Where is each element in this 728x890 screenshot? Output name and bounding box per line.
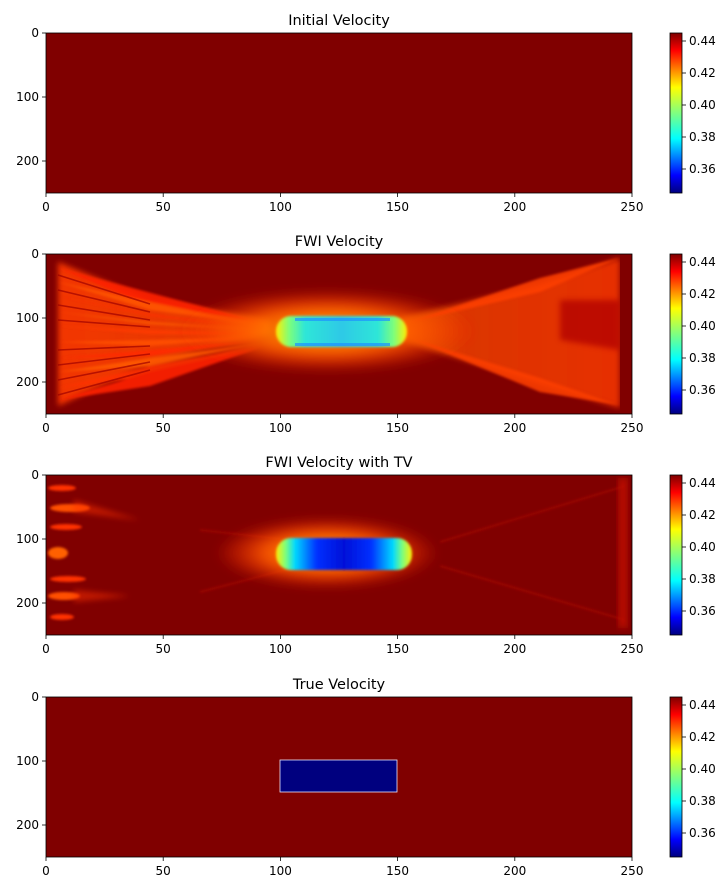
x-tick-label: 0: [42, 642, 50, 656]
axes-frame: [45, 253, 633, 415]
chart-panel-fwi_tv: FWI Velocity with TV 0 50 100 150 200 250 0 100 2…: [16, 455, 716, 656]
x-tick-label: 150: [386, 200, 409, 214]
y-tick-label: 100: [16, 754, 39, 768]
chart-panel-initial: Initial Velocity 0 50 100 150 200 250 0 100 200 0.…: [16, 13, 716, 214]
x-tick-label: 50: [156, 864, 171, 878]
colorbar: [669, 474, 683, 636]
heatmap-image-fwi: [46, 254, 632, 414]
colorbar-tick-label: 0.40: [689, 98, 716, 112]
colorbar-tick-label: 0.36: [689, 162, 716, 176]
x-tick-label: 250: [621, 864, 644, 878]
colorbar-tick-label: 0.42: [689, 66, 716, 80]
colorbar-tick-label: 0.38: [689, 794, 716, 808]
x-tick-label: 100: [269, 864, 292, 878]
heatmap-image-true: [46, 697, 632, 857]
x-tick-label: 150: [386, 864, 409, 878]
x-tick-label: 200: [503, 642, 526, 656]
colorbar-tick-label: 0.38: [689, 572, 716, 586]
colorbar-tick-label: 0.42: [689, 508, 716, 522]
panel-title: Initial Velocity: [288, 13, 390, 29]
colorbar-tick-label: 0.40: [689, 319, 716, 333]
colorbar-tick-label: 0.42: [689, 287, 716, 301]
colorbar-tick-label: 0.38: [689, 351, 716, 365]
x-tick-label: 100: [269, 642, 292, 656]
y-tick-label: 100: [16, 532, 39, 546]
axes-frame: [45, 696, 633, 858]
x-tick-label: 250: [621, 200, 644, 214]
x-tick-label: 100: [269, 421, 292, 435]
x-tick-label: 50: [156, 200, 171, 214]
colorbar-tick-label: 0.36: [689, 826, 716, 840]
y-tick-label: 0: [31, 468, 39, 482]
chart-panel-fwi: FWI Velocity 0 50 100 150 200 250 0 100 200 0.36 0.…: [16, 234, 716, 435]
y-tick-label: 200: [16, 375, 39, 389]
y-tick-label: 200: [16, 818, 39, 832]
colorbar-tick-label: 0.44: [689, 698, 716, 712]
colorbar-tick-label: 0.44: [689, 34, 716, 48]
x-tick-label: 100: [269, 200, 292, 214]
x-tick-label: 200: [503, 864, 526, 878]
colorbar-tick-label: 0.36: [689, 383, 716, 397]
y-tick-label: 0: [31, 690, 39, 704]
x-tick-label: 50: [156, 642, 171, 656]
y-tick-label: 100: [16, 311, 39, 325]
colorbar: [669, 32, 683, 194]
axes-frame: [45, 474, 633, 636]
heatmap-image-initial: [46, 33, 632, 193]
x-tick-label: 250: [621, 642, 644, 656]
panel-title: FWI Velocity: [295, 234, 384, 250]
colorbar-tick-label: 0.40: [689, 540, 716, 554]
colorbar-tick-label: 0.36: [689, 604, 716, 618]
y-tick-label: 0: [31, 247, 39, 261]
colorbar-tick-label: 0.38: [689, 130, 716, 144]
panel-title: True Velocity: [292, 677, 386, 693]
x-tick-label: 250: [621, 421, 644, 435]
x-tick-label: 0: [42, 200, 50, 214]
y-tick-label: 200: [16, 154, 39, 168]
colorbar-tick-label: 0.42: [689, 730, 716, 744]
x-tick-label: 150: [386, 642, 409, 656]
colorbar: [669, 253, 683, 415]
x-tick-label: 150: [386, 421, 409, 435]
heatmap-image-fwi-tv: [46, 475, 632, 635]
colorbar-tick-label: 0.40: [689, 762, 716, 776]
x-tick-label: 200: [503, 200, 526, 214]
axes-frame: [45, 32, 633, 194]
y-tick-label: 0: [31, 26, 39, 40]
chart-panel-true: True Velocity 0 50 100 150 200 250 0 100 200 0.36 0…: [16, 677, 716, 878]
y-tick-label: 200: [16, 596, 39, 610]
x-tick-label: 0: [42, 421, 50, 435]
y-tick-label: 100: [16, 90, 39, 104]
x-tick-label: 50: [156, 421, 171, 435]
colorbar: [669, 696, 683, 858]
colorbar-tick-label: 0.44: [689, 476, 716, 490]
x-tick-label: 200: [503, 421, 526, 435]
x-tick-label: 0: [42, 864, 50, 878]
panel-title: FWI Velocity with TV: [265, 455, 412, 471]
colorbar-tick-label: 0.44: [689, 255, 716, 269]
